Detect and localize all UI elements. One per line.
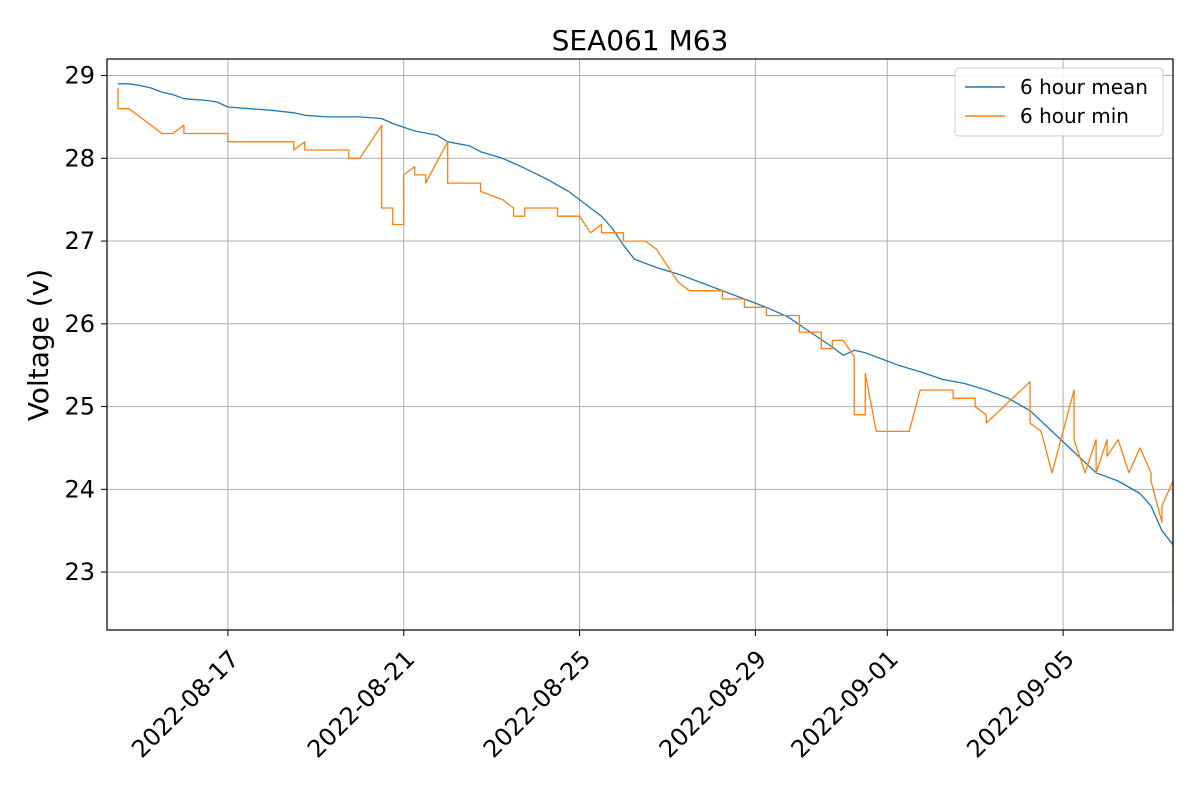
- legend-label-mean: 6 hour mean: [1020, 75, 1148, 99]
- legend: 6 hour mean 6 hour min: [954, 67, 1164, 137]
- y-axis-label: Voltage (v): [22, 269, 55, 421]
- chart-title: SEA061 M63: [552, 24, 729, 57]
- series-line-6-hour-mean: [118, 83, 1174, 546]
- y-tick-label: 28: [64, 144, 95, 172]
- series-layer: [117, 83, 1174, 606]
- y-tick-label: 27: [64, 227, 95, 255]
- y-tick-label: 25: [64, 393, 95, 421]
- y-tick-label: 26: [64, 310, 95, 338]
- y-tick-label: 29: [64, 62, 95, 90]
- y-tick-label: 23: [64, 558, 95, 586]
- plot-frame: [106, 58, 1174, 631]
- series-line-6-hour-min: [117, 88, 1174, 606]
- legend-label-min: 6 hour min: [1020, 104, 1129, 128]
- legend-box: [954, 67, 1164, 137]
- y-tick-label: 24: [64, 475, 95, 503]
